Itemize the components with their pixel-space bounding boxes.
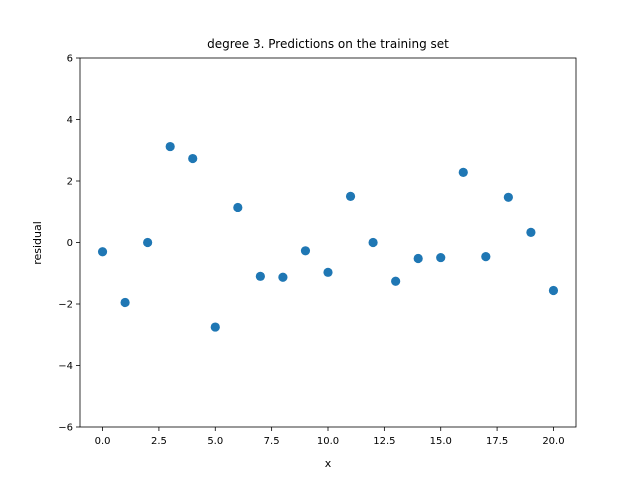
data-point: [188, 153, 198, 164]
data-point: [210, 322, 220, 332]
data-point: [526, 227, 536, 237]
data-point: [368, 237, 378, 248]
x-tick-label: 12.5: [373, 436, 395, 447]
data-point: [278, 272, 288, 282]
plot-area: 0.0 2.5 5.0 7.5 10.0 12.5 15.0 17.5 20.0 −6 −4 −2 0 2…: [58, 54, 577, 447]
x-tick-label: 5.0: [207, 436, 223, 447]
data-point: [120, 297, 130, 308]
y-tick-label: −6: [58, 423, 73, 434]
y-tick-label: 0: [67, 238, 73, 249]
x-tick-label: 2.5: [151, 436, 167, 447]
data-point: [345, 191, 356, 201]
y-tick-label: 4: [67, 115, 73, 126]
data-point: [300, 246, 311, 256]
y-tick-label: −4: [58, 361, 73, 372]
x-axis-title: x: [325, 457, 332, 470]
data-point: [255, 271, 265, 281]
data-point: [436, 252, 446, 263]
data-point: [391, 276, 401, 286]
data-point: [165, 141, 175, 152]
data-point: [97, 247, 108, 257]
data-point: [548, 285, 559, 296]
x-tick-label: 17.5: [486, 436, 508, 447]
x-tick-label: 0.0: [95, 436, 111, 447]
x-tick-label: 15.0: [430, 436, 452, 447]
data-point: [323, 267, 333, 277]
x-tick-label: 7.5: [264, 436, 280, 447]
x-tick-label: 20.0: [542, 436, 564, 447]
x-tick-label: 10.0: [317, 436, 339, 447]
chart-title: degree 3. Predictions on the training se…: [207, 37, 449, 51]
data-point: [458, 167, 468, 177]
data-point: [481, 252, 491, 262]
axes-frame: [79, 57, 577, 428]
data-point: [503, 192, 513, 202]
data-point: [413, 253, 423, 264]
y-tick-label: 6: [67, 54, 73, 65]
y-tick-label: −2: [58, 300, 73, 311]
data-point: [143, 237, 153, 248]
y-axis-title: residual: [31, 221, 44, 265]
data-point: [233, 202, 243, 213]
y-tick-label: 2: [67, 177, 73, 188]
